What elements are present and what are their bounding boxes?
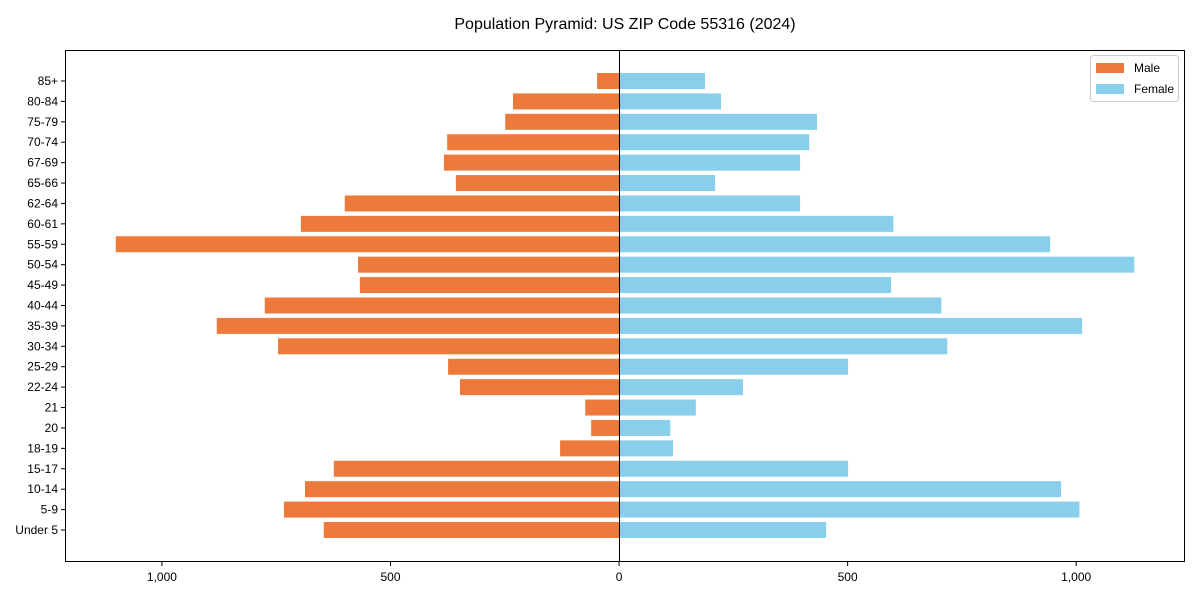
bar-female-40-44	[619, 297, 942, 314]
legend-label-male: Male	[1134, 61, 1160, 75]
legend-swatch-male	[1096, 63, 1124, 73]
bar-female-67-69	[619, 154, 801, 171]
bar-male-18-19	[560, 440, 620, 457]
bar-female-50-54	[619, 256, 1135, 273]
bar-female-20	[619, 419, 671, 436]
legend-swatch-female	[1096, 84, 1124, 94]
bar-male-45-49	[359, 277, 620, 294]
y-tick-label: 67-69	[27, 156, 58, 170]
bar-male-22-24	[459, 379, 620, 396]
bar-female-70-74	[619, 134, 810, 151]
bar-female-25-29	[619, 358, 849, 375]
bar-male-25-29	[448, 358, 620, 375]
bar-female-60-61	[619, 215, 894, 232]
bar-female-55-59	[619, 236, 1051, 253]
x-tick-label: 0	[616, 570, 623, 584]
bar-female-75-79	[619, 113, 817, 130]
y-tick-label: 40-44	[27, 299, 58, 313]
y-tick-label: 18-19	[27, 441, 58, 455]
bar-female-22-24	[619, 379, 743, 396]
y-tick-label: 80-84	[27, 94, 58, 108]
bar-female-85+	[619, 73, 705, 89]
bar-male-70-74	[447, 134, 620, 151]
bar-male-60-61	[300, 215, 620, 232]
bar-male-67-69	[443, 154, 620, 171]
bar-male-65-66	[455, 175, 620, 192]
bar-female-10-14	[619, 481, 1062, 498]
bar-female-65-66	[619, 175, 716, 192]
bar-male-5-9	[283, 501, 620, 518]
y-tick-label: 62-64	[27, 196, 58, 210]
y-tick-label: 22-24	[27, 380, 58, 394]
bar-male-35-39	[216, 317, 620, 334]
bar-female-45-49	[619, 277, 892, 294]
y-tick-label: 45-49	[27, 278, 58, 292]
legend-label-female: Female	[1134, 82, 1174, 96]
y-tick-label: 10-14	[27, 482, 58, 496]
y-tick-label: 30-34	[27, 339, 58, 353]
y-tick-label: 50-54	[27, 258, 58, 272]
bar-male-50-54	[358, 256, 620, 273]
y-tick-label: 65-66	[27, 176, 58, 190]
y-tick-label: 60-61	[27, 217, 58, 231]
bar-male-40-44	[264, 297, 620, 314]
plot-frame	[65, 50, 1185, 562]
bar-male-85+	[597, 73, 620, 89]
x-tick-label: 500	[838, 570, 858, 584]
x-tick-label: 1,000	[147, 570, 177, 584]
x-tick-label: 1,000	[1061, 570, 1091, 584]
y-tick-label: 75-79	[27, 115, 58, 129]
x-tick-label: 500	[380, 570, 400, 584]
bar-male-80-84	[513, 93, 620, 110]
bar-male-10-14	[305, 481, 620, 498]
bar-male-30-34	[278, 338, 620, 355]
bar-female-15-17	[619, 460, 849, 477]
bar-female-30-34	[619, 338, 948, 355]
bar-male-62-64	[344, 195, 620, 212]
bar-male-20	[591, 419, 620, 436]
y-tick-label: 20	[45, 421, 59, 435]
y-tick-label: Under 5	[15, 523, 58, 537]
bar-male-55-59	[115, 236, 620, 253]
bar-female-under-5	[619, 522, 827, 538]
bar-female-5-9	[619, 501, 1080, 518]
bar-female-21	[619, 399, 696, 416]
bar-female-80-84	[619, 93, 721, 110]
bar-female-35-39	[619, 317, 1083, 334]
y-tick-label: 21	[45, 401, 59, 415]
y-tick-label: 85+	[38, 74, 58, 88]
bar-male-21	[585, 399, 620, 416]
bar-male-75-79	[505, 113, 620, 130]
legend: Male Female	[1090, 55, 1179, 102]
y-tick-label: 35-39	[27, 319, 58, 333]
y-tick-label: 70-74	[27, 135, 58, 149]
y-tick-label: 55-59	[27, 237, 58, 251]
bar-female-62-64	[619, 195, 801, 212]
y-tick-label: 25-29	[27, 360, 58, 374]
bar-male-under-5	[323, 522, 620, 538]
chart-title: Population Pyramid: US ZIP Code 55316 (2…	[454, 16, 795, 33]
y-tick-label: 15-17	[27, 462, 58, 476]
bar-female-18-19	[619, 440, 673, 457]
y-tick-label: 5-9	[41, 503, 59, 517]
bar-male-15-17	[333, 460, 620, 477]
